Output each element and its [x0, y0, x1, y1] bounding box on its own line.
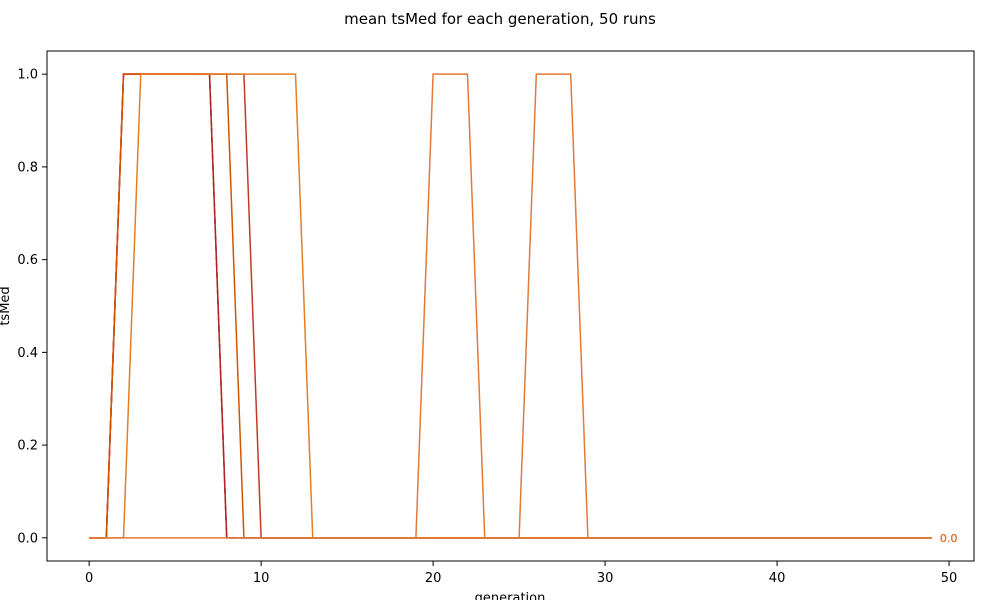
series-line-6 — [89, 73, 932, 539]
x-tick-label: 20 — [425, 571, 442, 586]
series-end-label-1: 0.0 — [940, 532, 958, 545]
series-line-5 — [89, 73, 932, 539]
series-end-label-6: 0.0 — [940, 532, 958, 545]
series-line-3 — [89, 73, 932, 539]
series-end-label-2: 0.0 — [940, 532, 958, 545]
x-tick-label: 50 — [941, 571, 958, 586]
y-tick-label: 0.6 — [17, 253, 38, 268]
series-line-2 — [89, 73, 932, 539]
x-tick-label: 40 — [769, 571, 786, 586]
x-axis-title: generation — [475, 591, 546, 600]
y-axis-title: tsMed — [0, 286, 13, 325]
end-label-layer: 0.00.00.00.00.00.0 — [940, 532, 958, 545]
x-axis: 0 10 20 30 40 50 — [85, 561, 957, 586]
plot-frame — [46, 50, 975, 562]
y-tick-label: 0.2 — [17, 439, 38, 454]
series-end-label-5: 0.0 — [940, 532, 958, 545]
x-tick-label: 10 — [253, 571, 270, 586]
x-tick-label: 30 — [597, 571, 614, 586]
series-line-1 — [89, 73, 932, 539]
chart-title: mean tsMed for each generation, 50 runs — [344, 10, 656, 28]
y-tick-label: 0.0 — [17, 531, 38, 546]
series-layer — [89, 73, 932, 539]
y-tick-label: 0.4 — [17, 346, 38, 361]
y-tick-label: 1.0 — [17, 68, 38, 83]
x-tick-label: 0 — [85, 571, 93, 586]
y-tick-label: 0.8 — [17, 160, 38, 175]
series-line-4 — [89, 73, 932, 539]
y-axis: 0.0 0.2 0.4 0.6 0.8 1.0 — [17, 68, 47, 546]
series-end-label-3: 0.0 — [940, 532, 958, 545]
series-end-label-4: 0.0 — [940, 532, 958, 545]
